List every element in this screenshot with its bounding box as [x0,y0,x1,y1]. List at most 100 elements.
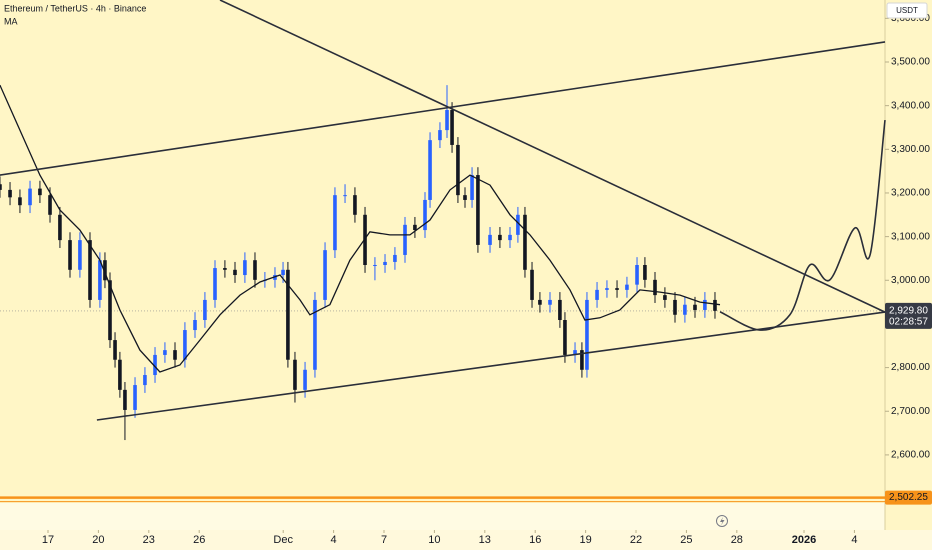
candle-body [303,369,307,390]
candle-body [653,279,657,296]
candle-body [281,269,285,276]
candle-body [523,214,527,270]
candle-body [643,265,647,280]
candle-body [573,350,577,355]
lower-band [0,503,885,530]
candle-body [143,375,147,386]
trendline [0,41,886,176]
y-tick-label: 3,400.00 [891,100,930,111]
y-tick-label: 3,100.00 [891,231,930,242]
y-tick-label: 2,700.00 [891,406,930,417]
candle-body [103,260,107,281]
x-tick-label: 13 [479,534,491,546]
trendline [96,311,886,421]
lightning-icon [716,515,728,527]
candle-body [203,299,207,321]
candle-body [108,280,112,341]
candle-body [615,288,619,290]
candle-body [703,299,707,310]
candle-body [153,354,157,376]
plot [0,0,886,503]
candle-body [508,234,512,241]
level-box [885,490,932,505]
candle-body [558,299,562,321]
candle-body [450,110,454,145]
x-tick-label: 25 [680,534,692,546]
candle-body [28,188,32,206]
moving-average [0,84,721,373]
candle-body [580,350,584,370]
candle-body [48,195,52,215]
candle-body [413,224,417,231]
y-tick-label: 3,200.00 [891,188,930,199]
x-tick-label: 23 [143,534,155,546]
candle-body [213,268,217,300]
currency-label: USDT [896,6,918,15]
currency-box [886,2,928,19]
candle-body [18,197,22,206]
candle-body [0,184,2,190]
candle-body [403,224,407,255]
candle-body [343,195,347,197]
candle-body [625,284,629,290]
candle-body [548,299,552,305]
candle-body [456,144,460,196]
candle-body [663,295,667,300]
x-tick-label: Dec [273,534,293,546]
candle-body [563,320,567,355]
chart-title: Ethereum / TetherUS · 4h · Binance [4,3,146,13]
candle-body [98,260,102,300]
candle-body [78,240,82,270]
x-tick-label: 2026 [792,534,816,546]
candle-body [133,385,137,410]
candle-body [123,389,127,410]
last-price-label: 2,929.80 [889,306,928,317]
countdown-label: 02:28:57 [889,317,928,328]
candle-body [293,359,297,390]
candle-body [243,260,247,276]
y-tick-label: 3,300.00 [891,144,930,155]
candle-body [423,199,427,231]
x-tick-label: 22 [630,534,642,546]
candle-body [713,299,717,311]
candle-body [163,350,167,355]
candle-body [113,340,117,360]
candle-body [253,260,257,280]
x-tick-label: 4 [851,534,857,546]
level-label: 2,502.25 [889,492,928,503]
y-tick-label: 3,500.00 [891,57,930,68]
candle-body [635,265,639,285]
candle-body [223,268,227,270]
candle-body [595,289,599,300]
candle-body [605,288,609,290]
candle-body [530,269,534,300]
projection-path [719,119,886,331]
candle-body [173,350,177,360]
x-tick-label: 17 [42,534,54,546]
y-tick-label: 3,000.00 [891,275,930,286]
candle-body [68,240,72,270]
candle-body [353,195,357,215]
candle-body [233,269,237,276]
candle-body [313,299,317,370]
candle-body [373,265,377,266]
candle-body [286,269,290,360]
candle-body [445,110,449,131]
last-price-box [885,302,932,329]
y-tick-label: 2,600.00 [891,450,930,461]
candle-body [38,188,42,196]
x-tick-label: 19 [579,534,591,546]
x-tick-label: 10 [428,534,440,546]
x-tick-label: 20 [92,534,104,546]
x-tick-label: 4 [331,534,337,546]
candle-body [516,214,520,235]
candle-body [428,140,432,200]
candle-body [488,234,492,245]
candle-body [333,195,337,251]
candle-body [383,261,387,265]
x-tick-label: 7 [381,534,387,546]
candle-body [693,304,697,310]
